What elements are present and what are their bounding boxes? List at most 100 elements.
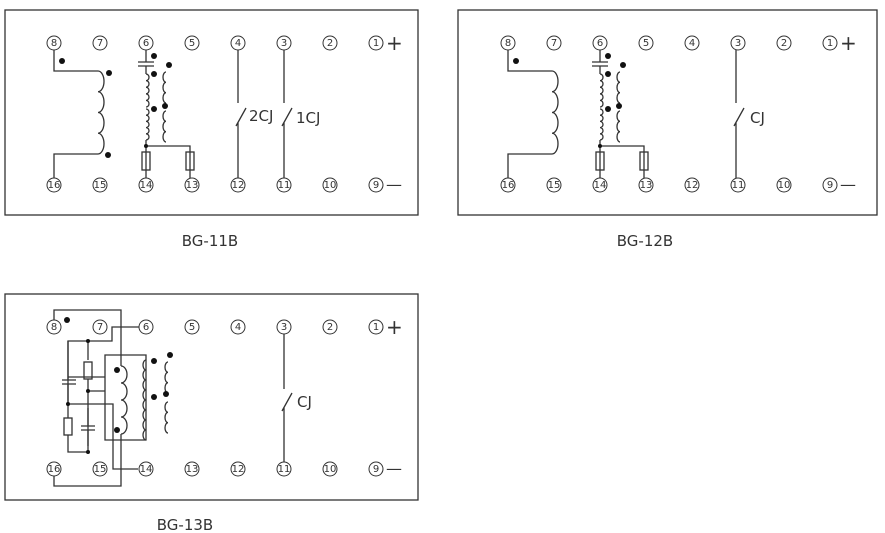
terminal-circle <box>684 35 700 51</box>
terminal-circle <box>322 177 338 193</box>
terminal-number: 11 <box>732 180 745 191</box>
terminal-number: 13 <box>186 464 199 475</box>
terminal-14: 14 <box>138 177 154 193</box>
terminal-number: 3 <box>281 38 287 49</box>
panel-frame <box>4 293 419 501</box>
terminal-8: 8 <box>500 35 516 51</box>
terminal-number: 9 <box>373 464 379 475</box>
terminal-16: 16 <box>46 461 62 477</box>
terminal-circle <box>322 319 338 335</box>
terminal-circle <box>276 319 292 335</box>
terminal-10: 10 <box>322 461 338 477</box>
contact-label-2cj: 2CJ <box>249 107 273 125</box>
terminal-number: 7 <box>97 322 103 333</box>
terminal-16: 16 <box>46 177 62 193</box>
terminal-2: 2 <box>322 35 338 51</box>
terminal-2: 2 <box>322 319 338 335</box>
contact-label-cj: CJ <box>297 393 312 411</box>
terminal-number: 11 <box>278 464 291 475</box>
terminal-circle <box>730 35 746 51</box>
coil-winding <box>164 401 169 434</box>
terminal-2: 2 <box>776 35 792 51</box>
terminal-number: 12 <box>232 464 245 475</box>
terminal-circle <box>276 461 292 477</box>
terminal-15: 15 <box>92 177 108 193</box>
terminal-circle <box>46 35 62 51</box>
terminal-circle <box>184 461 200 477</box>
terminal-number: 3 <box>281 322 287 333</box>
terminal-4: 4 <box>230 35 246 51</box>
terminal-number: 16 <box>48 180 61 191</box>
terminal-15: 15 <box>92 461 108 477</box>
terminal-number: 11 <box>278 180 291 191</box>
terminal-circle <box>368 319 384 335</box>
terminal-number: 15 <box>94 464 107 475</box>
coil-winding <box>551 70 559 155</box>
terminal-13: 13 <box>184 177 200 193</box>
terminal-number: 13 <box>186 180 199 191</box>
terminal-3: 3 <box>276 319 292 335</box>
terminal-number: 1 <box>827 38 833 49</box>
terminal-1: 1 <box>368 319 384 335</box>
terminal-circle <box>368 35 384 51</box>
contact-label-1cj: 1CJ <box>296 109 320 127</box>
terminal-circle <box>822 177 838 193</box>
terminal-number: 16 <box>48 464 61 475</box>
terminal-circle <box>368 461 384 477</box>
terminal-circle <box>684 177 700 193</box>
coil-winding <box>145 73 150 108</box>
diagram-bg-11b: BG-11B 2CJ 1CJ 8 7 6 5 4 3 2 1 16 15 14 13 12 11 10 9 + — <box>4 9 419 250</box>
terminal-circle <box>46 461 62 477</box>
terminal-number: 2 <box>781 38 787 49</box>
terminal-circle <box>138 319 154 335</box>
coil-winding <box>120 365 128 435</box>
terminal-3: 3 <box>276 35 292 51</box>
terminal-number: 6 <box>143 322 149 333</box>
terminal-5: 5 <box>638 35 654 51</box>
terminal-13: 13 <box>638 177 654 193</box>
terminal-number: 7 <box>551 38 557 49</box>
terminal-number: 8 <box>505 38 511 49</box>
terminal-7: 7 <box>92 35 108 51</box>
terminal-5: 5 <box>184 319 200 335</box>
terminal-circle <box>822 35 838 51</box>
plus-polarity: + <box>386 31 403 55</box>
terminal-number: 15 <box>548 180 561 191</box>
terminal-circle <box>592 177 608 193</box>
terminal-number: 4 <box>235 38 241 49</box>
terminal-number: 7 <box>97 38 103 49</box>
minus-polarity: — <box>386 459 402 478</box>
coil-winding <box>599 108 604 141</box>
minus-polarity: — <box>840 175 856 194</box>
terminal-10: 10 <box>322 177 338 193</box>
caption: BG-13B <box>157 516 213 533</box>
terminal-circle <box>730 177 746 193</box>
wiring <box>53 309 293 487</box>
terminal-4: 4 <box>684 35 700 51</box>
plus-polarity: + <box>840 31 857 55</box>
terminal-circle <box>368 177 384 193</box>
terminal-11: 11 <box>276 461 292 477</box>
terminal-6: 6 <box>138 319 154 335</box>
terminal-number: 10 <box>324 180 337 191</box>
coil-winding <box>164 361 169 394</box>
terminal-7: 7 <box>92 319 108 335</box>
coil-winding <box>616 110 621 143</box>
terminal-5: 5 <box>184 35 200 51</box>
terminal-6: 6 <box>592 35 608 51</box>
terminal-6: 6 <box>138 35 154 51</box>
terminal-circle <box>46 319 62 335</box>
terminal-8: 8 <box>46 35 62 51</box>
terminal-circle <box>638 35 654 51</box>
terminal-3: 3 <box>730 35 746 51</box>
terminal-number: 14 <box>140 464 153 475</box>
terminal-9: 9 <box>368 461 384 477</box>
terminal-circle <box>276 35 292 51</box>
terminal-circle <box>184 177 200 193</box>
terminal-circle <box>322 35 338 51</box>
coil-winding <box>599 73 604 108</box>
terminal-1: 1 <box>368 35 384 51</box>
terminal-number: 3 <box>735 38 741 49</box>
panel-frame <box>457 9 878 216</box>
terminal-number: 8 <box>51 322 57 333</box>
